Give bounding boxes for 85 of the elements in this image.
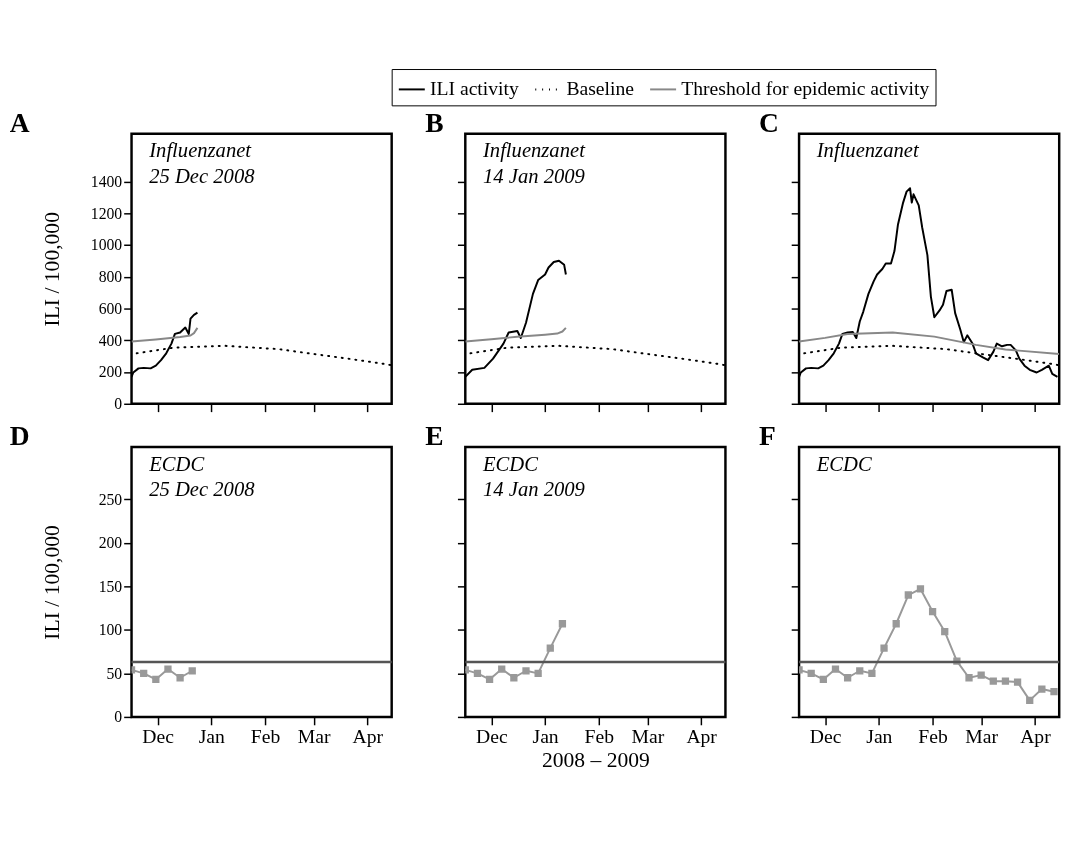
point — [989, 677, 997, 685]
legend-label: ILI activity — [429, 78, 519, 100]
y-tick-label: 800 — [98, 268, 123, 286]
point — [140, 669, 148, 678]
x-tick-label: Apr — [1020, 725, 1052, 747]
annotation: ECDC — [148, 452, 205, 475]
x-tick-label: Apr — [352, 725, 384, 747]
point — [485, 675, 494, 684]
point — [534, 669, 542, 678]
chart-title: C — [759, 107, 779, 138]
x-tick-label: Jan — [866, 725, 893, 747]
point — [558, 620, 567, 628]
chart-title: F — [759, 421, 776, 452]
x-tick-label: Apr — [686, 725, 718, 747]
y-tick-label: 400 — [98, 331, 123, 349]
point — [941, 627, 949, 636]
y-tick-label: 1400 — [90, 172, 123, 190]
y-tick-label: 1200 — [90, 204, 123, 222]
point — [928, 607, 937, 616]
annotation: ECDC — [481, 452, 539, 475]
y-tick-label: 600 — [98, 299, 123, 317]
y-tick-label: 100 — [98, 621, 123, 639]
point — [904, 591, 912, 599]
point — [152, 675, 160, 684]
point — [164, 665, 172, 673]
point — [843, 674, 852, 682]
legend-label: Baseline — [566, 78, 635, 100]
annotation: 14 Jan 2009 — [482, 478, 585, 501]
point — [473, 669, 482, 678]
y-tick-label: 200 — [98, 363, 123, 381]
x-tick-label: Mar — [631, 725, 665, 747]
y-tick-label: 200 — [98, 534, 123, 552]
point — [916, 585, 925, 593]
y-tick-label: 150 — [98, 577, 123, 595]
y-tick-label: 250 — [98, 490, 123, 508]
legend-label: Threshold for epidemic activity — [681, 78, 930, 100]
point — [510, 674, 518, 682]
point — [880, 644, 888, 652]
chart-title: B — [425, 107, 444, 138]
y-tick-label: 0 — [114, 395, 123, 413]
line-series — [131, 326, 199, 343]
y-axis-title: ILI / 100,000 — [40, 212, 65, 327]
x-tick-label: Feb — [918, 725, 948, 747]
annotation: 25 Dec 2008 — [149, 478, 256, 501]
point — [819, 675, 827, 684]
x-tick-label: Feb — [250, 725, 281, 747]
point — [1026, 696, 1034, 705]
annotation: 14 Jan 2009 — [482, 164, 585, 187]
annotation: Influenzanet — [481, 139, 587, 163]
point — [1013, 678, 1022, 686]
y-axis-title: ILI / 100,000 — [40, 525, 65, 640]
point — [1038, 685, 1046, 693]
x-tick-label: Jan — [198, 725, 226, 747]
x-tick-label: Jan — [532, 725, 559, 747]
chart-title: D — [9, 421, 30, 452]
x-tick-label: Feb — [584, 725, 615, 747]
point — [1050, 688, 1058, 696]
point — [522, 667, 530, 675]
annotation: ECDC — [815, 452, 872, 475]
chart-title: E — [425, 421, 444, 452]
x-tick-label: Dec — [476, 725, 508, 747]
point — [892, 620, 900, 628]
point — [807, 669, 815, 678]
y-tick-label: 0 — [114, 708, 123, 726]
x-tick-label: Mar — [297, 725, 331, 747]
annotation: Influenzanet — [148, 139, 253, 163]
point — [188, 667, 196, 675]
point — [856, 667, 864, 675]
x-axis-title: 2008 – 2009 — [541, 748, 650, 773]
x-tick-label: Mar — [965, 725, 999, 747]
point — [977, 671, 985, 679]
annotation: Influenzanet — [815, 139, 920, 163]
x-tick-label: Dec — [809, 725, 842, 747]
annotation: 25 Dec 2008 — [149, 164, 256, 187]
point — [498, 665, 506, 673]
chart-title: A — [9, 107, 30, 138]
point — [1001, 677, 1010, 685]
y-tick-label: 50 — [106, 664, 123, 682]
point — [546, 644, 554, 652]
point — [831, 665, 840, 673]
point — [965, 674, 973, 682]
x-tick-label: Dec — [142, 725, 175, 747]
point — [868, 669, 876, 678]
y-tick-label: 1000 — [90, 236, 123, 254]
point — [176, 674, 184, 682]
